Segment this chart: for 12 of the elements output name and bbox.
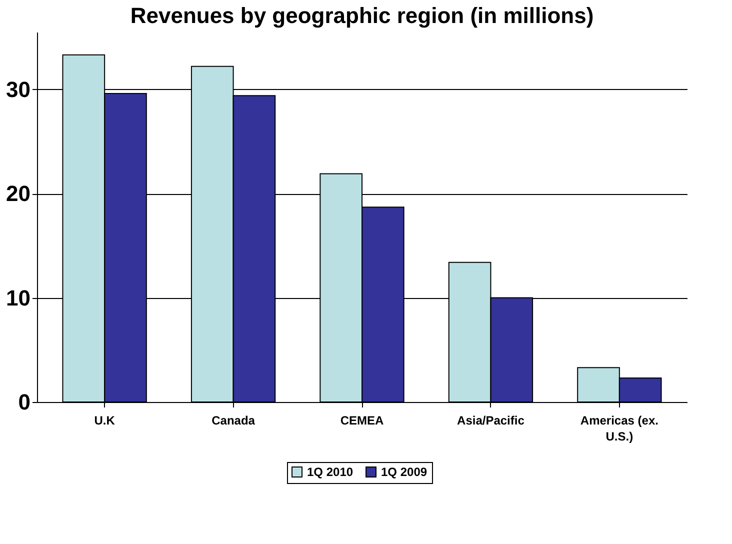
y-tick-label: 20: [6, 181, 30, 206]
y-tick-label: 30: [6, 76, 30, 102]
y-tick-label: 10: [6, 285, 30, 310]
legend-label: 1Q 2010: [307, 465, 354, 479]
x-tick-label: Asia/Pacific: [457, 414, 525, 428]
x-tick-label: Canada: [212, 414, 256, 428]
y-tick-label: 0: [18, 390, 30, 414]
chart-title: Revenues by geographic region (in millions): [130, 3, 594, 28]
x-tick-label: Americas (ex. U.S.): [580, 414, 658, 444]
legend-label: 1Q 2009: [381, 465, 428, 479]
x-tick-label: U.K: [94, 414, 116, 428]
x-tick-label: CEMEA: [340, 414, 384, 428]
